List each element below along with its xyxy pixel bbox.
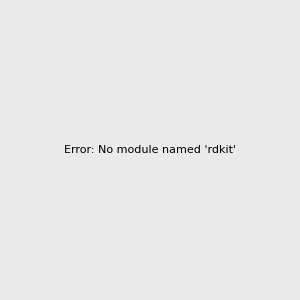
Text: Error: No module named 'rdkit': Error: No module named 'rdkit' xyxy=(64,145,236,155)
